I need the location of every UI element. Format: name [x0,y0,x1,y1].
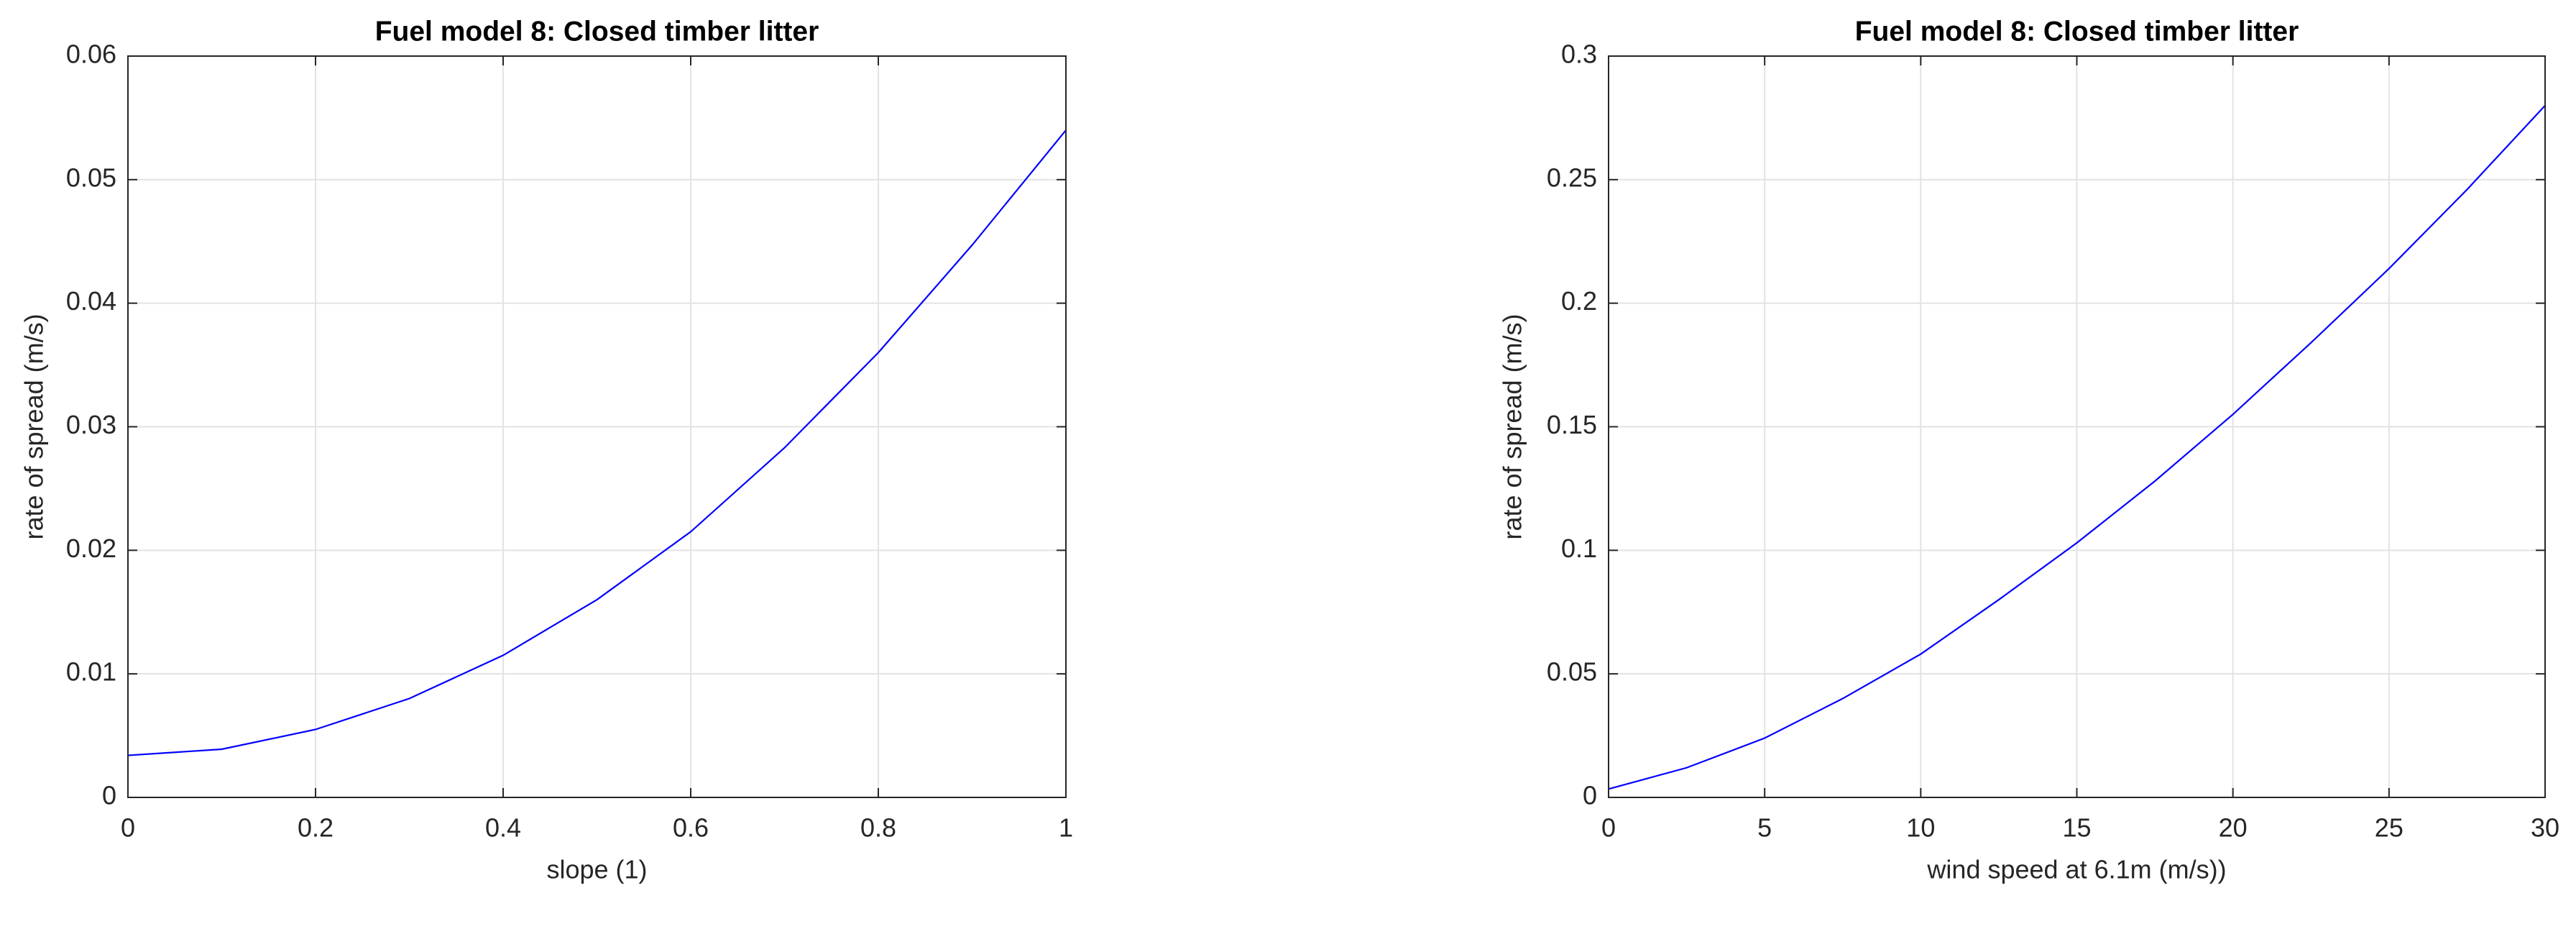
y-axis-label: rate of spread (m/s) [1498,313,1527,539]
y-tick-label: 0.04 [66,286,116,316]
y-tick-label: 0.01 [66,657,116,687]
x-tick-label: 0 [121,813,135,843]
y-tick-label: 0.1 [1561,534,1597,563]
data-line [127,129,1067,756]
y-tick-label: 0.06 [66,40,116,69]
chart-title: Fuel model 8: Closed timber litter [1855,16,2299,47]
x-tick-label: 1 [1059,813,1073,843]
x-tick-label: 0.6 [673,813,709,843]
y-tick-label: 0.3 [1561,40,1597,69]
chart-title: Fuel model 8: Closed timber litter [375,16,819,47]
data-line [1608,104,2546,790]
x-tick-label: 20 [2219,813,2248,843]
x-tick-label: 25 [2375,813,2404,843]
x-tick-label: 30 [2531,813,2559,843]
y-tick-label: 0.2 [1561,286,1597,316]
x-tick-label: 0.2 [298,813,334,843]
y-tick-label: 0.02 [66,534,116,563]
x-tick-label: 0.4 [485,813,521,843]
y-tick-label: 0.25 [1547,163,1597,192]
x-tick-label: 0 [1601,813,1616,843]
y-tick-label: 0.05 [66,163,116,192]
axes-box [1608,55,2546,798]
y-axis-label: rate of spread (m/s) [19,313,49,539]
x-axis-label: slope (1) [546,855,647,884]
x-tick-label: 10 [1906,813,1935,843]
y-tick-label: 0.05 [1547,657,1597,687]
axes-box [127,55,1067,798]
y-tick-label: 0 [1583,781,1597,810]
y-tick-label: 0 [102,781,116,810]
x-tick-label: 0.8 [860,813,896,843]
y-tick-label: 0.03 [66,410,116,439]
x-axis-label: wind speed at 6.1m (m/s)) [1926,855,2226,884]
y-tick-label: 0.15 [1547,410,1597,439]
x-tick-label: 15 [2062,813,2091,843]
x-tick-label: 5 [1757,813,1772,843]
